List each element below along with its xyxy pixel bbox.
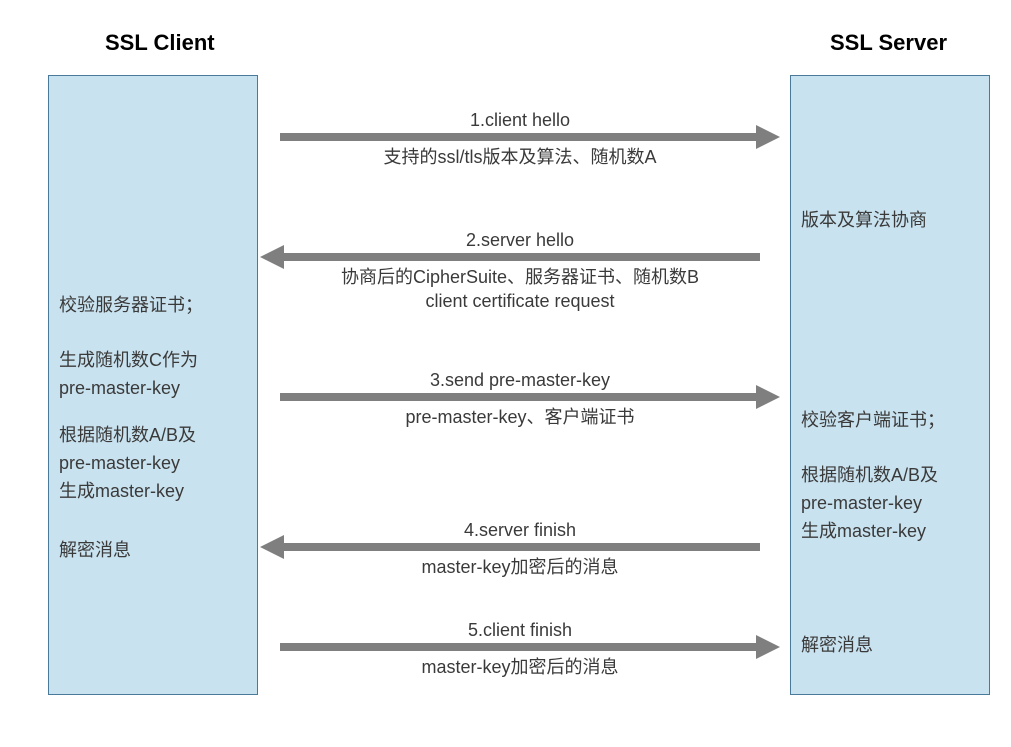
client-note-1: 生成随机数C作为 [59,346,198,375]
arrow-5-label-top: 5.client finish [280,620,760,641]
arrow-5: 5.client finish master-key加密后的消息 [280,620,760,679]
arrow-1-label-bottom: 支持的ssl/tls版本及算法、随机数A [280,143,760,169]
arrow-1-label-top: 1.client hello [280,110,760,131]
client-note-4: pre-master-key [59,449,180,478]
client-note-5: 生成master-key [59,477,184,506]
client-note-0: 校验服务器证书； [59,291,203,320]
arrow-2-line [280,253,760,261]
arrow-4-line [280,543,760,551]
server-note-4: 生成master-key [801,517,926,546]
client-note-6: 解密消息 [59,536,131,565]
arrow-5-line [280,643,760,651]
arrow-2-label-bottom2: client certificate request [280,291,760,312]
server-note-5: 解密消息 [801,631,873,660]
arrow-3-line [280,393,760,401]
arrow-3-label-bottom: pre-master-key、客户端证书 [280,403,760,429]
server-note-1: 校验客户端证书； [801,406,945,435]
server-note-3: pre-master-key [801,489,922,518]
arrow-1-line [280,133,760,141]
arrow-2-label-top: 2.server hello [280,230,760,251]
server-title: SSL Server [830,30,947,56]
arrow-1: 1.client hello 支持的ssl/tls版本及算法、随机数A [280,110,760,169]
server-note-0: 版本及算法协商 [801,206,927,235]
client-note-2: pre-master-key [59,374,180,403]
client-box: 校验服务器证书； 生成随机数C作为 pre-master-key 根据随机数A/… [48,75,258,695]
arrow-3-label-top: 3.send pre-master-key [280,370,760,391]
arrow-4: 4.server finish master-key加密后的消息 [280,520,760,579]
client-note-3: 根据随机数A/B及 [59,421,196,450]
server-note-2: 根据随机数A/B及 [801,461,938,490]
arrow-4-label-top: 4.server finish [280,520,760,541]
client-title: SSL Client [105,30,215,56]
arrow-2-label-bottom: 协商后的CipherSuite、服务器证书、随机数B [280,263,760,289]
arrow-4-label-bottom: master-key加密后的消息 [280,553,760,579]
server-box: 版本及算法协商 校验客户端证书； 根据随机数A/B及 pre-master-ke… [790,75,990,695]
arrow-2: 2.server hello 协商后的CipherSuite、服务器证书、随机数… [280,230,760,312]
arrow-5-label-bottom: master-key加密后的消息 [280,653,760,679]
arrow-3: 3.send pre-master-key pre-master-key、客户端… [280,370,760,429]
